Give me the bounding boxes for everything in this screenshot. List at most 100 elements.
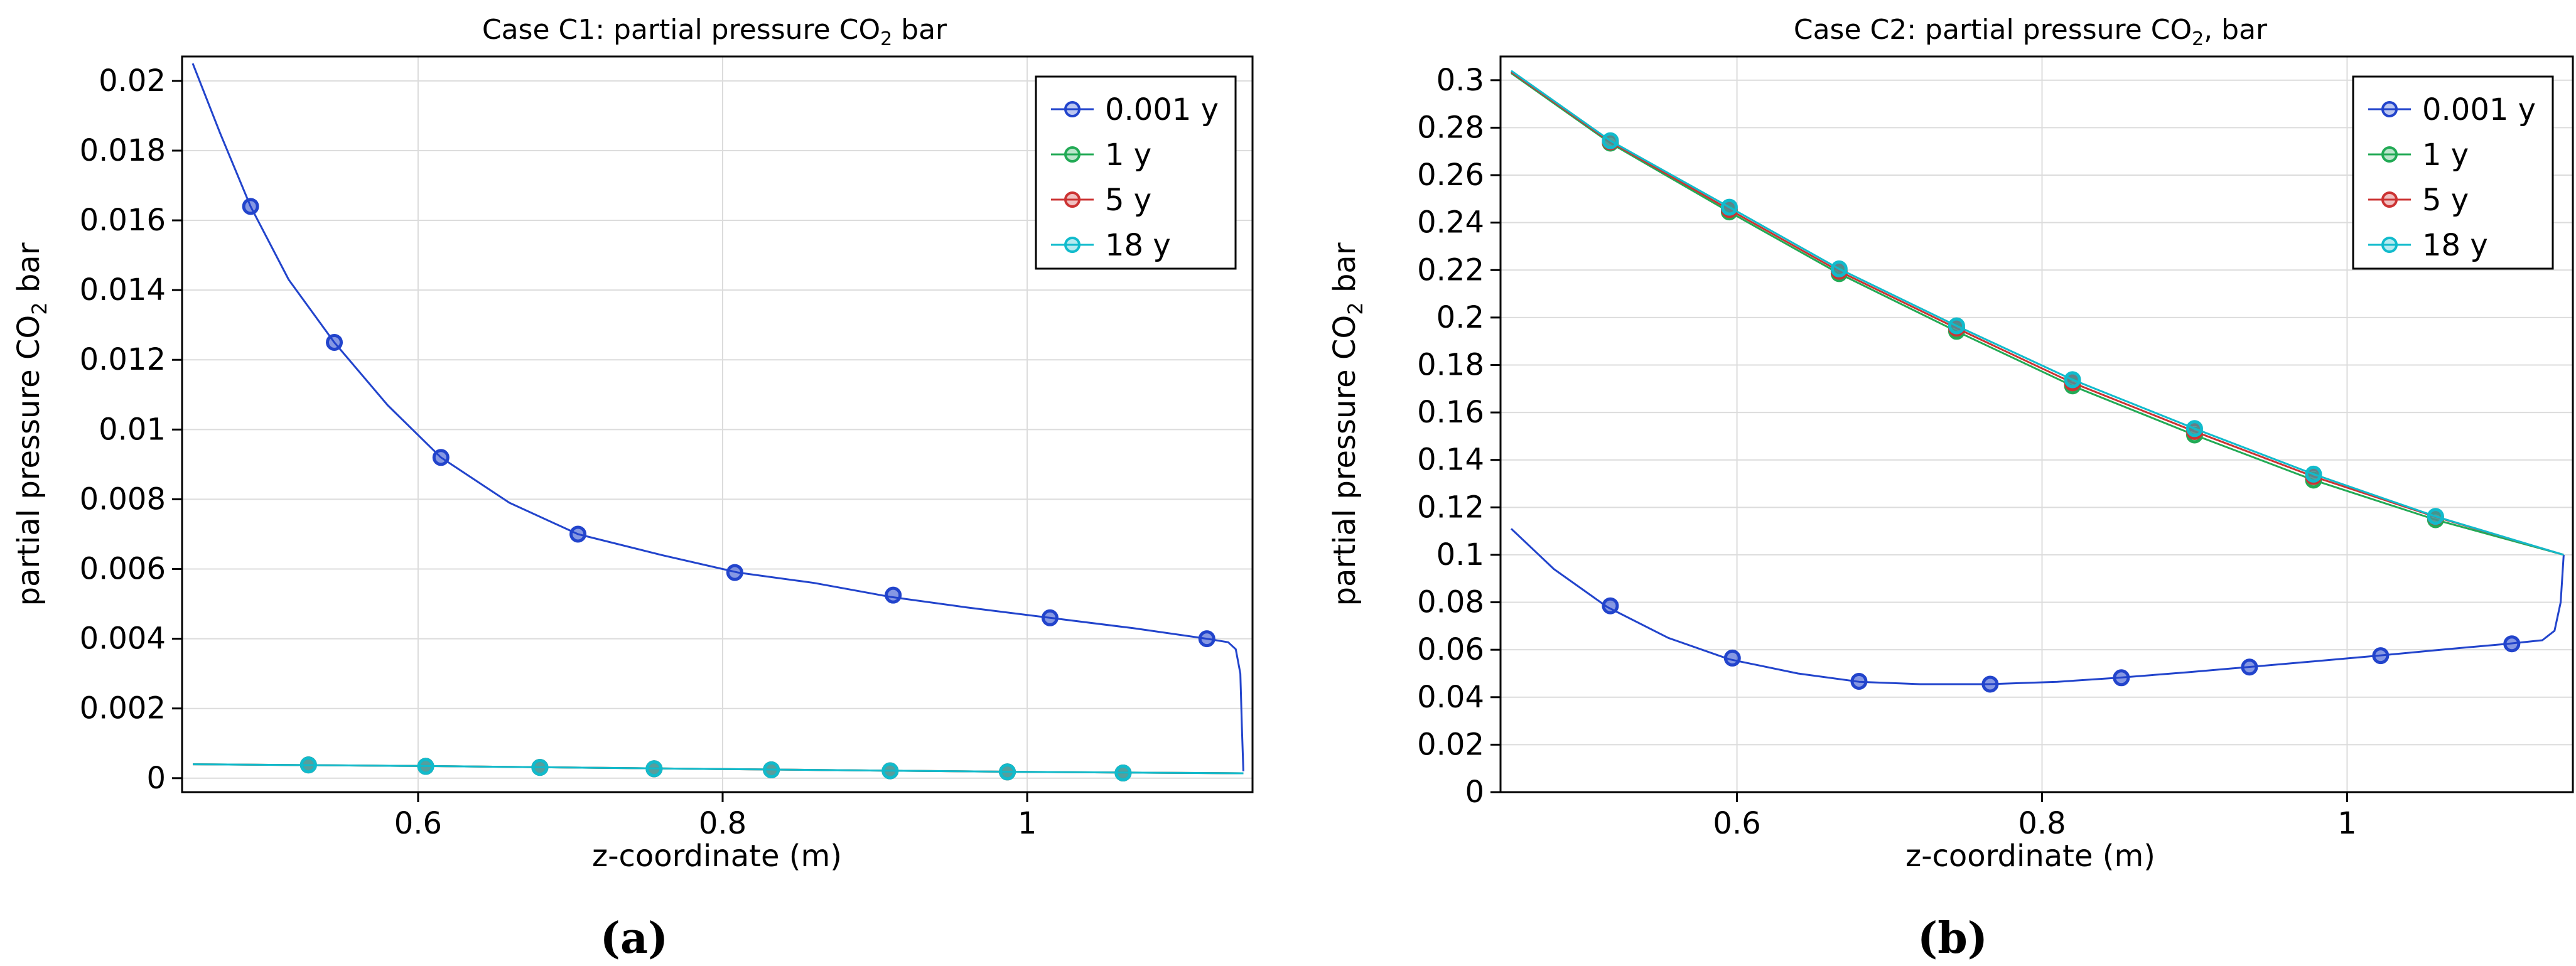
y-tick-label: 0.018	[80, 133, 166, 168]
series-marker-0-001-y	[432, 449, 450, 466]
chart-a-plot-frame	[181, 55, 1254, 793]
series-marker-0-001-y	[885, 586, 902, 604]
y-tick-label: 0.04	[1417, 680, 1484, 715]
y-tick-label: 0.08	[1417, 585, 1484, 620]
series-marker-18-y	[999, 763, 1016, 781]
chart-b-title: Case C2: partial pressure CO2, bar	[1794, 14, 2268, 50]
chart-a-x-axis-label: z-coordinate (m)	[592, 839, 842, 874]
series-line-18-y	[1511, 70, 2564, 556]
legend-marker-1-y	[1064, 146, 1081, 163]
series-marker-0-001-y	[1981, 675, 1999, 693]
y-tick-label: 0.006	[80, 552, 166, 587]
y-tick-label: 0.24	[1417, 205, 1484, 240]
y-tick-label: 0.01	[99, 412, 166, 447]
chart-a-legend: 0.001 y 1 y 5 y 18 y	[1035, 75, 1237, 270]
chart-a-grid	[182, 56, 1253, 792]
series-line-5-y	[1511, 71, 2564, 556]
series-marker-18-y	[2305, 465, 2322, 483]
series-marker-0-001-y	[1723, 649, 1741, 667]
legend-label-1-y: 1 y	[1105, 137, 1151, 173]
legend-marker-18-y	[2381, 237, 2398, 253]
chart-b-legend-items: 0.001 y 1 y 5 y 18 y	[2368, 92, 2536, 263]
chart-b-panel-label: (b)	[1917, 913, 1988, 963]
legend-label-5-y: 5 y	[2422, 183, 2469, 218]
chart-a: Case C1: partial pressure CO2 bar 0 0.002…	[11, 14, 1254, 963]
y-tick-label: 0	[146, 761, 166, 796]
y-tick-label: 0.28	[1417, 110, 1484, 145]
chart-b-plot-frame	[1499, 55, 2574, 793]
series-marker-18-y	[2064, 371, 2081, 389]
y-tick-label: 0.014	[80, 272, 166, 308]
legend-label-1-y: 1 y	[2422, 137, 2469, 173]
legend-label-0-001-y: 0.001 y	[2422, 92, 2536, 127]
chart-b-series	[1510, 70, 2565, 693]
series-line-18-y	[192, 763, 1244, 775]
y-tick-label: 0.12	[1417, 490, 1484, 525]
legend-label-0-001-y: 0.001 y	[1105, 92, 1219, 127]
series-marker-0-001-y	[2241, 658, 2258, 676]
legend-label-18-y: 18 y	[2422, 228, 2488, 263]
y-tick-label: 0.012	[80, 342, 166, 377]
series-marker-18-y	[2185, 420, 2203, 437]
x-tick-label: 0.8	[699, 806, 746, 841]
series-marker-18-y	[531, 759, 549, 776]
series-marker-0-001-y	[1041, 609, 1059, 626]
y-tick-label: 0.16	[1417, 395, 1484, 430]
chart-a-y-axis-label: partial pressure CO2 bar	[11, 242, 51, 606]
legend-label-18-y: 18 y	[1105, 228, 1171, 263]
series-line-0-001-y	[191, 63, 1244, 771]
y-tick-label: 0.26	[1417, 158, 1484, 193]
y-tick-label: 0.1	[1436, 537, 1484, 572]
chart-a-y-ticks: 0 0.002 0.004 0.006 0.008 0.01 0.012 0.014 0.016…	[80, 63, 182, 796]
y-tick-label: 0.008	[80, 481, 166, 517]
series-marker-0-001-y	[2113, 669, 2130, 687]
y-tick-label: 0.002	[80, 691, 166, 726]
series-line-1-y	[1511, 72, 2564, 556]
chart-b-y-axis-label: partial pressure CO2 bar	[1327, 242, 1367, 606]
y-tick-label: 0.22	[1417, 252, 1484, 287]
chart-b-legend: 0.001 y 1 y 5 y 18 y	[2352, 75, 2554, 270]
series-marker-18-y	[1602, 132, 1619, 149]
series-marker-18-y	[1830, 260, 1848, 277]
legend-marker-5-y	[1064, 191, 1081, 208]
chart-a-title: Case C1: partial pressure CO2 bar	[482, 14, 947, 50]
chart-b-x-ticks: 0.6 0.8 1	[1713, 792, 2357, 841]
series-marker-18-y	[1114, 764, 1132, 781]
series-marker-18-y	[1720, 198, 1738, 216]
chart-a-panel-label: (a)	[600, 913, 668, 963]
x-tick-label: 1	[2337, 806, 2357, 841]
series-marker-0-001-y	[1602, 597, 1619, 614]
chart-b-grid	[1501, 56, 2573, 793]
series-marker-18-y	[1948, 317, 1965, 335]
series-marker-18-y	[645, 760, 663, 778]
y-tick-label: 0.06	[1417, 632, 1484, 667]
legend-marker-0-001-y	[2381, 101, 2398, 117]
y-tick-label: 0.18	[1417, 347, 1484, 382]
series-line-0-001-y	[1510, 528, 2565, 685]
series-marker-18-y	[881, 762, 899, 780]
legend-marker-18-y	[1064, 237, 1081, 253]
chart-b: Case C2: partial pressure CO2, bar 0 0.02…	[1327, 14, 2574, 963]
chart-b-y-ticks: 0 0.02 0.04 0.06 0.08 0.1 0.12 0.14 0.16 0.18 0.2 0…	[1417, 63, 1501, 810]
series-marker-0-001-y	[2372, 647, 2390, 665]
y-tick-label: 0.02	[1417, 727, 1484, 762]
series-marker-18-y	[417, 758, 434, 775]
chart-b-x-axis-label: z-coordinate (m)	[1905, 839, 2155, 874]
legend-label-5-y: 5 y	[1105, 183, 1151, 218]
chart-a-legend-items: 0.001 y 1 y 5 y 18 y	[1051, 92, 1219, 263]
y-tick-label: 0.14	[1417, 443, 1484, 478]
legend-marker-5-y	[2381, 191, 2398, 208]
series-marker-0-001-y	[1198, 630, 1215, 648]
chart-a-series	[191, 63, 1244, 781]
y-tick-label: 0	[1465, 775, 1484, 810]
x-tick-label: 0.6	[1713, 806, 1760, 841]
series-marker-0-001-y	[326, 333, 343, 351]
y-tick-label: 0.2	[1436, 300, 1484, 335]
legend-marker-1-y	[2381, 146, 2398, 163]
legend-marker-0-001-y	[1064, 101, 1081, 117]
x-tick-label: 0.6	[394, 806, 442, 841]
y-tick-label: 0.004	[80, 621, 166, 657]
x-tick-label: 1	[1018, 806, 1037, 841]
series-marker-0-001-y	[1850, 672, 1868, 690]
